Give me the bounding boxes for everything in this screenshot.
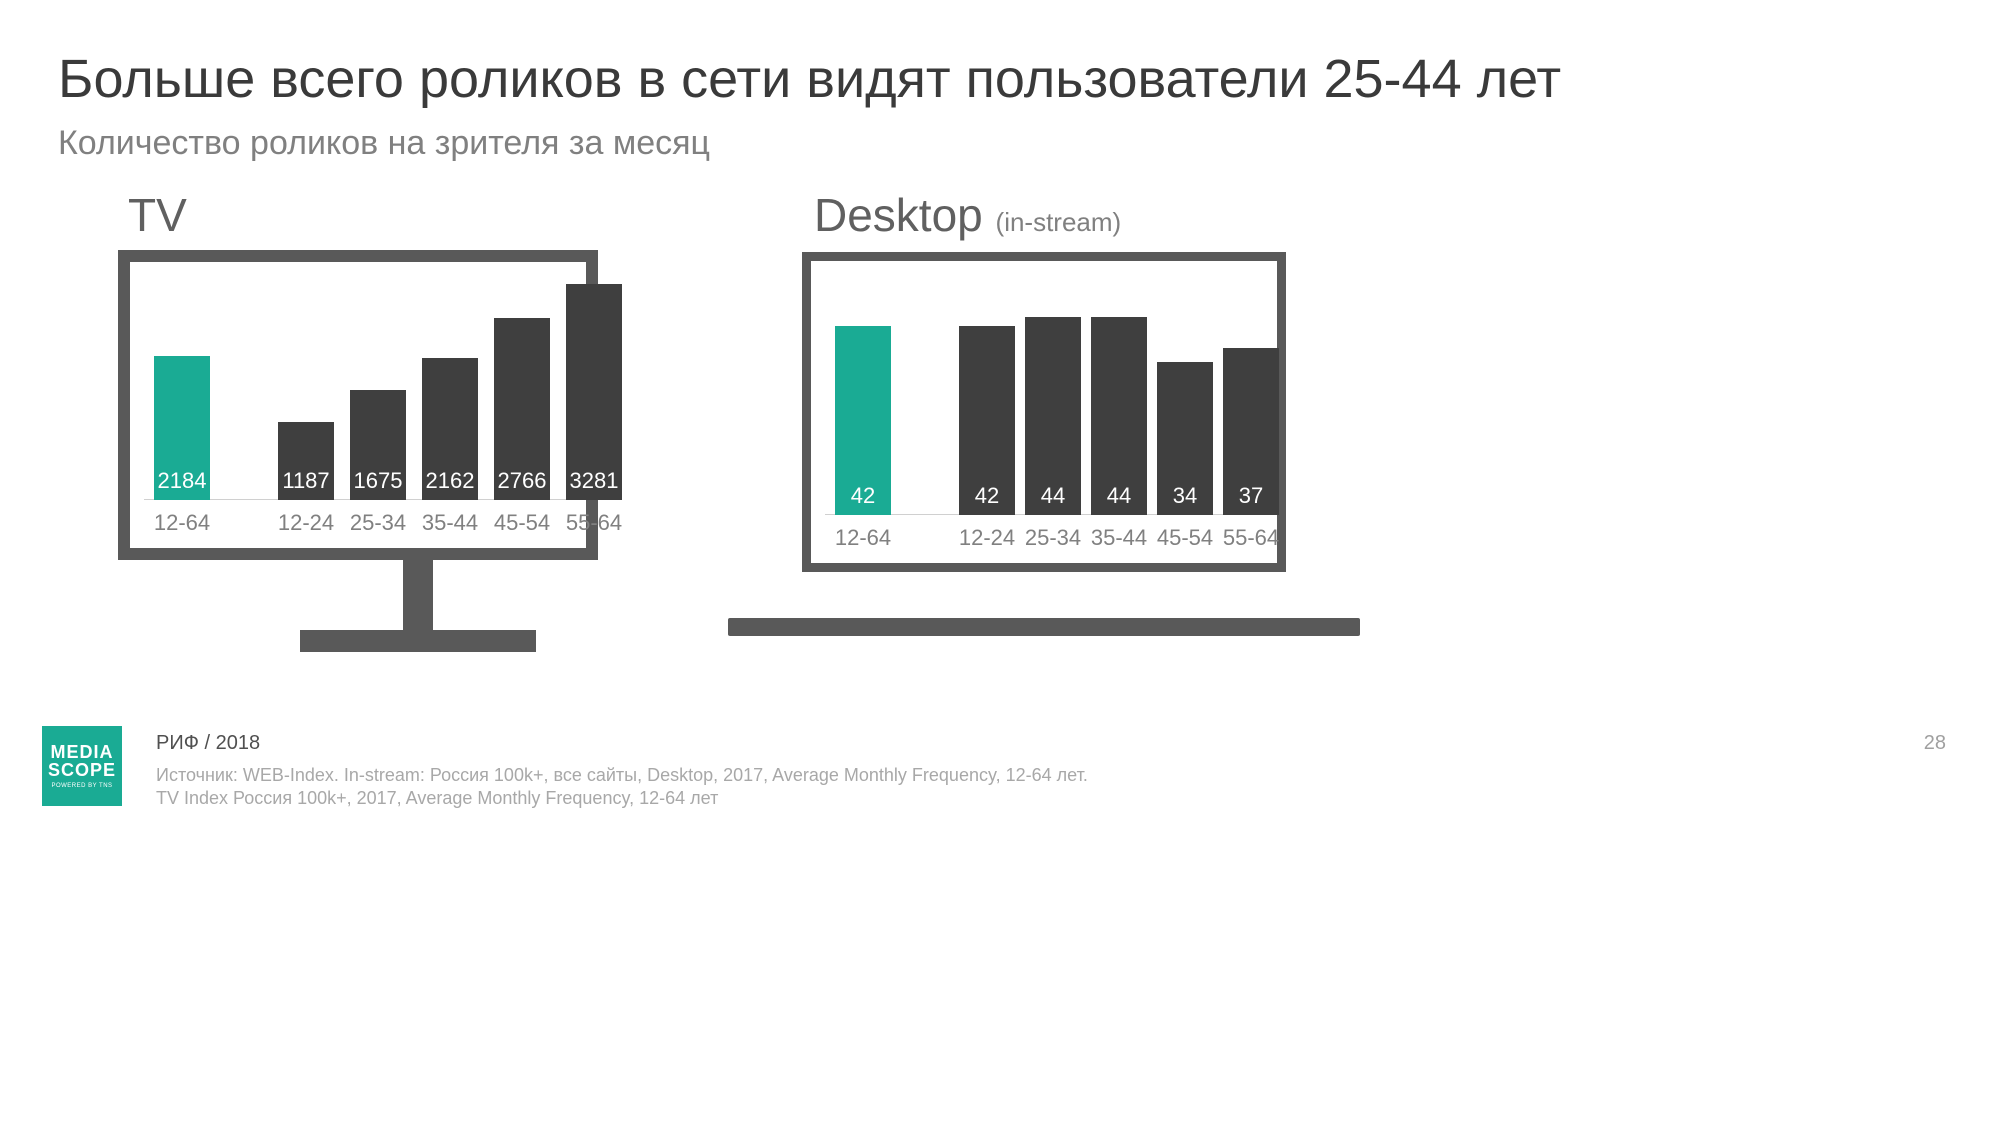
bar: 216235-44	[422, 260, 478, 500]
desktop-chart-title: Desktop (in-stream)	[814, 188, 1442, 242]
desktop-bar-chart: 4212-644212-244425-344435-443445-543755-…	[811, 261, 1277, 563]
bar: 3445-54	[1157, 275, 1213, 515]
bar-category: 35-44	[416, 510, 483, 536]
bar-category: 55-64	[1217, 525, 1284, 551]
footer-source-line1: Источник: WEB-Index. In-stream: Россия 1…	[156, 764, 1088, 787]
bar-value: 3281	[566, 468, 622, 494]
slide-subtitle: Количество роликов на зрителя за месяц	[58, 124, 710, 163]
footer-source-line2: TV Index Россия 100k+, 2017, Average Mon…	[156, 787, 1088, 810]
desktop-chart-title-sub: (in-stream)	[996, 207, 1122, 237]
laptop-base	[728, 618, 1360, 636]
bar-value: 44	[1025, 483, 1081, 509]
bar: 4425-34	[1025, 275, 1081, 515]
bar: 276645-54	[494, 260, 550, 500]
bar-value: 37	[1223, 483, 1279, 509]
bar-value: 42	[835, 483, 891, 509]
bar-value: 1187	[278, 468, 334, 494]
footer-event: РИФ / 2018	[156, 732, 260, 755]
tv-stand-base	[300, 630, 536, 652]
slide-title: Больше всего роликов в сети видят пользо…	[58, 48, 1561, 110]
laptop-screen-frame: 4212-644212-244425-344435-443445-543755-…	[802, 252, 1286, 572]
desktop-chart-title-main: Desktop	[814, 189, 983, 241]
bar-category: 12-64	[148, 510, 215, 536]
bar-value: 44	[1091, 483, 1147, 509]
bar: 328155-64	[566, 260, 622, 500]
bar-value: 1675	[350, 468, 406, 494]
bar-category: 25-34	[1019, 525, 1086, 551]
desktop-chart-container: Desktop (in-stream) 4212-644212-244425-3…	[802, 188, 1442, 572]
bar: 118712-24	[278, 260, 334, 500]
logo-line1: MEDIA	[51, 743, 114, 761]
bar-value: 2766	[494, 468, 550, 494]
page-number: 28	[1924, 732, 1946, 755]
tv-bar-chart: 218412-64118712-24167525-34216235-442766…	[130, 262, 586, 548]
bar-category: 25-34	[344, 510, 411, 536]
logo-line3: POWERED BY TNS	[51, 783, 112, 789]
tv-chart-title: TV	[128, 188, 718, 242]
bar-category: 45-54	[488, 510, 555, 536]
bar-value: 2162	[422, 468, 478, 494]
bar-category: 12-24	[953, 525, 1020, 551]
bar: 4212-64	[835, 275, 891, 515]
bar: 4212-24	[959, 275, 1015, 515]
bar: 218412-64	[154, 260, 210, 500]
logo-line2: SCOPE	[48, 761, 116, 779]
bar-category: 35-44	[1085, 525, 1152, 551]
bar-category: 45-54	[1151, 525, 1218, 551]
bar-value: 34	[1157, 483, 1213, 509]
tv-stand-neck	[403, 560, 433, 630]
mediascope-logo: MEDIA SCOPE POWERED BY TNS	[42, 726, 122, 806]
bar: 3755-64	[1223, 275, 1279, 515]
bar: 4435-44	[1091, 275, 1147, 515]
tv-screen-frame: 218412-64118712-24167525-34216235-442766…	[118, 250, 598, 560]
footer-source: Источник: WEB-Index. In-stream: Россия 1…	[156, 764, 1088, 811]
bar-value: 42	[959, 483, 1015, 509]
tv-chart-container: TV 218412-64118712-24167525-34216235-442…	[118, 188, 718, 652]
bar: 167525-34	[350, 260, 406, 500]
bar-value: 2184	[154, 468, 210, 494]
bar-category: 12-24	[272, 510, 339, 536]
bar-category: 55-64	[560, 510, 627, 536]
bar-category: 12-64	[829, 525, 896, 551]
